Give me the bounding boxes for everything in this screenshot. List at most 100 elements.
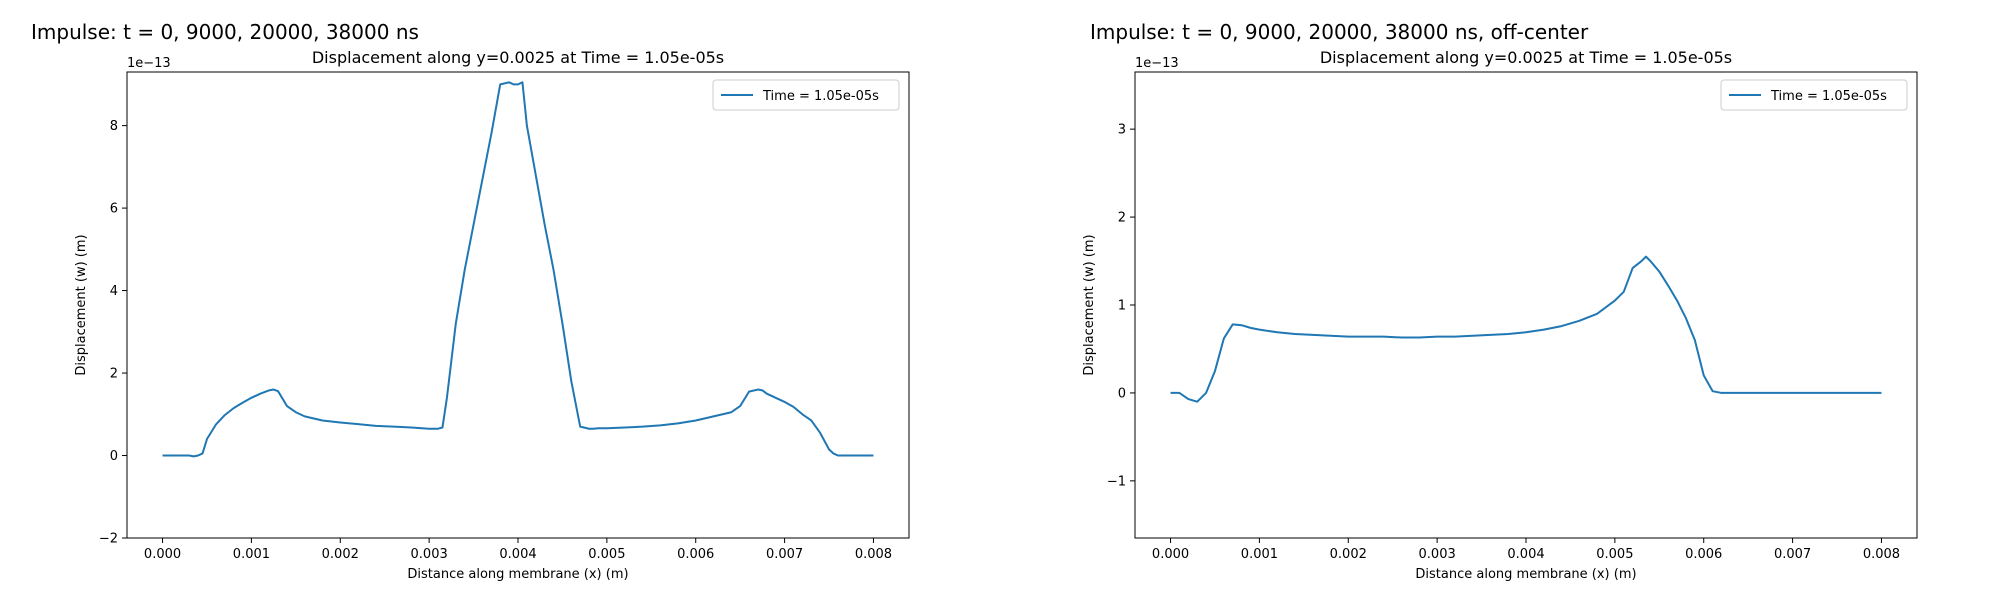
- chart-title: Displacement along y=0.0025 at Time = 1.…: [312, 48, 724, 67]
- legend-box: [1720, 79, 1908, 111]
- data-point: [273, 389, 274, 390]
- y-tick-label: −2: [99, 532, 118, 547]
- data-point: [162, 455, 163, 456]
- chart-title: Displacement along y=0.0025 at Time = 1.…: [1320, 48, 1732, 67]
- data-point: [1645, 256, 1646, 257]
- data-point: [464, 269, 465, 270]
- data-point: [793, 406, 794, 407]
- x-tick-label: 0.005: [588, 547, 625, 562]
- data-point: [757, 389, 758, 390]
- data-point: [1543, 329, 1544, 330]
- data-point: [393, 426, 394, 427]
- data-point: [544, 224, 545, 225]
- legend-label: Time = 1.05e-05s: [762, 89, 879, 104]
- data-point: [260, 393, 261, 394]
- x-axis-label: Distance along membrane (x) (m): [407, 567, 628, 582]
- data-point: [606, 428, 607, 429]
- data-point: [322, 420, 323, 421]
- data-point: [1188, 399, 1189, 400]
- data-point: [1383, 336, 1384, 337]
- data-point: [1250, 327, 1251, 328]
- data-point: [1650, 261, 1651, 262]
- data-point: [811, 420, 812, 421]
- x-tick-label: 0.004: [1507, 547, 1544, 562]
- y-tick-label: 2: [110, 367, 118, 382]
- data-point: [442, 427, 443, 428]
- data-point: [206, 439, 207, 440]
- y-tick-label: −1: [1107, 474, 1126, 489]
- y-axis-label: Displacement (w) (m): [1082, 234, 1097, 375]
- x-tick-label: 0.002: [322, 547, 359, 562]
- x-tick-label: 0.006: [677, 547, 714, 562]
- data-point: [1881, 392, 1882, 393]
- data-point: [1197, 401, 1198, 402]
- series-line: [162, 81, 874, 458]
- chart-1: 0.000 0.001 0.002 0.003 0.004 0.005 0.006 0.007…: [74, 48, 910, 582]
- x-tick-label: 0.005: [1596, 547, 1633, 562]
- x-tick-label: 0.004: [499, 547, 536, 562]
- data-point: [286, 406, 287, 407]
- data-point: [837, 455, 838, 456]
- x-tick-label: 0.007: [1774, 547, 1811, 562]
- data-point: [571, 381, 572, 382]
- data-point: [340, 422, 341, 423]
- data-point: [1206, 392, 1207, 393]
- data-point: [749, 391, 750, 392]
- axes-frame: [126, 71, 910, 539]
- data-point: [429, 428, 430, 429]
- x-tick-label: 0.000: [1152, 547, 1189, 562]
- x-tick-label: 0.008: [855, 547, 892, 562]
- data-point: [411, 427, 412, 428]
- y-tick-label: 8: [110, 119, 118, 134]
- data-point: [215, 424, 216, 425]
- data-point: [1437, 336, 1438, 337]
- data-point: [224, 415, 225, 416]
- data-point: [740, 406, 741, 407]
- data-point: [535, 175, 536, 176]
- data-point: [829, 449, 830, 450]
- data-point: [802, 414, 803, 415]
- data-point: [1837, 392, 1838, 393]
- data-point: [1623, 291, 1624, 292]
- data-point: [1472, 335, 1473, 336]
- data-point: [1579, 320, 1580, 321]
- data-point: [731, 412, 732, 413]
- data-point: [855, 455, 856, 456]
- data-point: [1454, 336, 1455, 337]
- data-point: [171, 455, 172, 456]
- data-point: [233, 408, 234, 409]
- y-tick-label: 0: [1118, 386, 1126, 401]
- x-tick-label: 0.007: [766, 547, 803, 562]
- data-point: [1170, 392, 1171, 393]
- data-point: [482, 179, 483, 180]
- data-point: [491, 133, 492, 134]
- data-point: [642, 426, 643, 427]
- data-point: [597, 428, 598, 429]
- data-point: [1419, 337, 1420, 338]
- y-tick-label: 0: [110, 449, 118, 464]
- x-tick-label: 0.008: [1863, 547, 1900, 562]
- data-point: [251, 397, 252, 398]
- y-tick-label: 6: [110, 202, 118, 217]
- data-point: [269, 390, 270, 391]
- data-point: [242, 402, 243, 403]
- axes-frame: [1134, 71, 1918, 539]
- y-scale-label: 1e−13: [1135, 56, 1179, 71]
- legend-box: [712, 79, 900, 111]
- data-point: [820, 432, 821, 433]
- data-point: [189, 455, 190, 456]
- data-point: [295, 412, 296, 413]
- data-point: [1277, 332, 1278, 333]
- data-point: [1641, 261, 1642, 262]
- data-point: [846, 455, 847, 456]
- x-tick-label: 0.003: [1419, 547, 1456, 562]
- data-point: [1685, 318, 1686, 319]
- x-tick-label: 0.006: [1685, 547, 1722, 562]
- y-tick-label: 2: [1118, 211, 1126, 226]
- data-point: [526, 125, 527, 126]
- data-point: [775, 397, 776, 398]
- data-point: [446, 397, 447, 398]
- data-point: [1677, 300, 1678, 301]
- data-point: [1401, 337, 1402, 338]
- data-point: [1223, 338, 1224, 339]
